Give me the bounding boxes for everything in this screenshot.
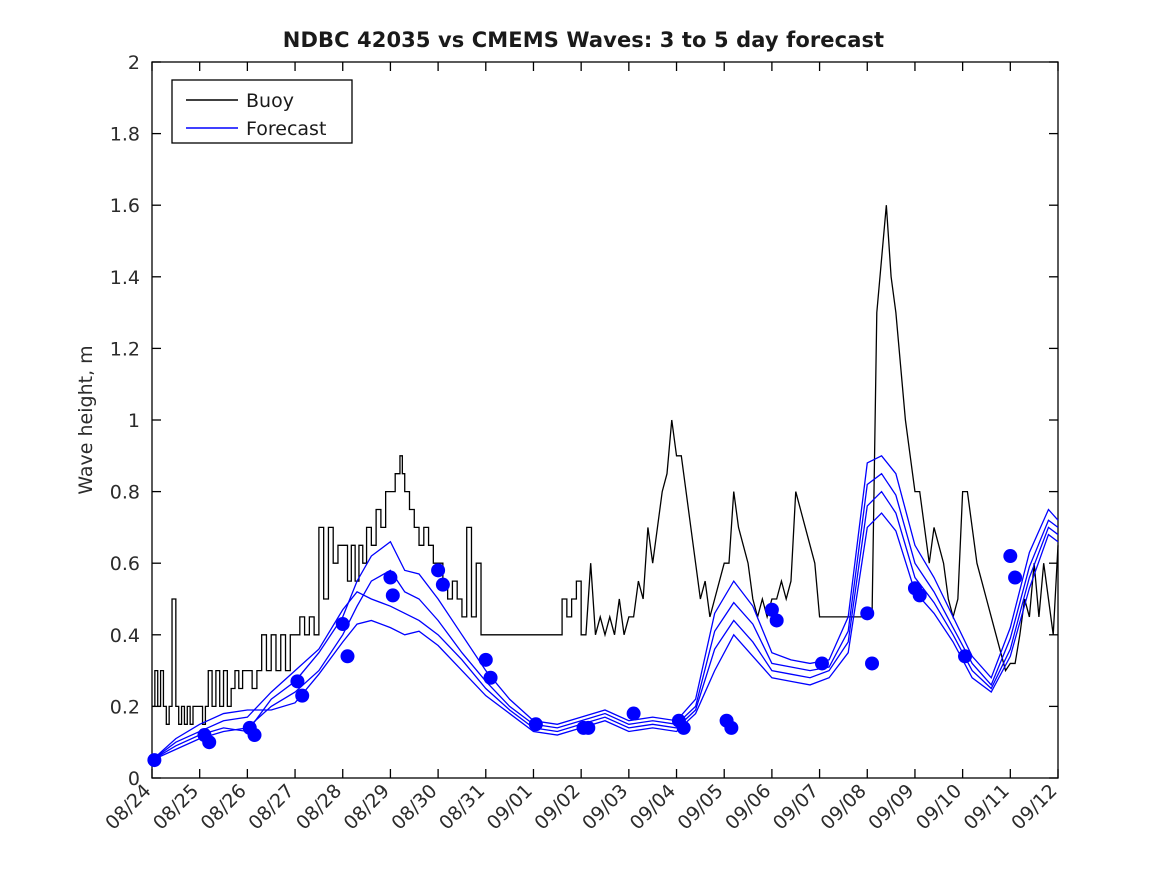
x-tick-label: 09/12 [1007, 780, 1061, 834]
data-marker [860, 606, 875, 621]
x-tick-label: 09/01 [483, 780, 537, 834]
x-tick-label: 08/28 [292, 780, 346, 834]
data-marker [295, 688, 310, 703]
data-marker [814, 656, 829, 671]
y-tick-label: 0 [128, 768, 140, 790]
y-tick-label: 0.8 [110, 482, 140, 504]
data-marker [958, 649, 973, 664]
data-marker [290, 674, 305, 689]
chart-title: NDBC 42035 vs CMEMS Waves: 3 to 5 day fo… [282, 28, 885, 52]
data-marker [385, 588, 400, 603]
data-marker [435, 577, 450, 592]
data-marker [1008, 570, 1023, 585]
data-marker [912, 588, 927, 603]
axes-group: 00.20.40.60.811.21.41.61.8208/2408/2508/… [75, 52, 1062, 834]
data-marker [247, 728, 262, 743]
y-tick-label: 1.6 [110, 195, 140, 217]
series-line-3 [151, 490, 1059, 761]
y-tick-label: 1.2 [110, 338, 140, 360]
series-line-1 [151, 454, 1059, 761]
x-tick-label: 08/26 [197, 780, 251, 834]
data-marker [528, 717, 543, 732]
legend-box: Buoy Forecast [171, 79, 353, 144]
x-tick-label: 09/02 [530, 780, 584, 834]
series-line-0 [152, 205, 1059, 725]
x-tick-label: 08/25 [149, 780, 203, 834]
x-tick-label: 09/09 [864, 780, 918, 834]
data-marker [676, 720, 691, 735]
y-tick-label: 1.4 [110, 267, 140, 289]
x-tick-label: 08/27 [244, 780, 298, 834]
data-marker [335, 617, 350, 632]
x-tick-label: 09/07 [769, 780, 823, 834]
data-marker [1003, 549, 1018, 564]
legend-frame [171, 79, 353, 144]
y-tick-label: 2 [128, 52, 140, 74]
y-axis-title: Wave height, m [75, 345, 97, 494]
legend-label-0: Buoy [246, 90, 294, 112]
data-marker [769, 613, 784, 628]
x-tick-label: 08/29 [340, 780, 394, 834]
y-tick-label: 1.8 [110, 124, 140, 146]
x-tick-label: 09/08 [817, 780, 871, 834]
x-tick-label: 09/03 [578, 780, 632, 834]
data-marker [478, 652, 493, 667]
y-tick-label: 0.6 [110, 553, 140, 575]
legend-label-1: Forecast [246, 118, 326, 140]
data-marker [626, 706, 641, 721]
data-marker [147, 753, 162, 768]
data-marker [202, 735, 217, 750]
y-tick-label: 0.4 [110, 625, 140, 647]
markers-group [147, 549, 1023, 768]
data-marker [764, 602, 779, 617]
series-line-2 [151, 472, 1059, 761]
y-tick-label: 0.2 [110, 696, 140, 718]
data-marker [581, 720, 596, 735]
x-tick-label: 09/10 [912, 780, 966, 834]
x-tick-label: 08/30 [387, 780, 441, 834]
x-tick-label: 09/05 [673, 780, 727, 834]
x-tick-label: 09/06 [721, 780, 775, 834]
data-marker [483, 670, 498, 685]
series-line-4 [151, 512, 1059, 761]
x-tick-label: 08/31 [435, 780, 489, 834]
data-marker [431, 563, 446, 578]
data-marker [340, 649, 355, 664]
data-marker [724, 720, 739, 735]
data-marker [383, 570, 398, 585]
data-marker [865, 656, 880, 671]
y-tick-label: 1 [128, 410, 140, 432]
x-tick-label: 09/11 [960, 780, 1014, 834]
series-group [151, 205, 1059, 761]
x-tick-label: 09/04 [626, 780, 680, 834]
